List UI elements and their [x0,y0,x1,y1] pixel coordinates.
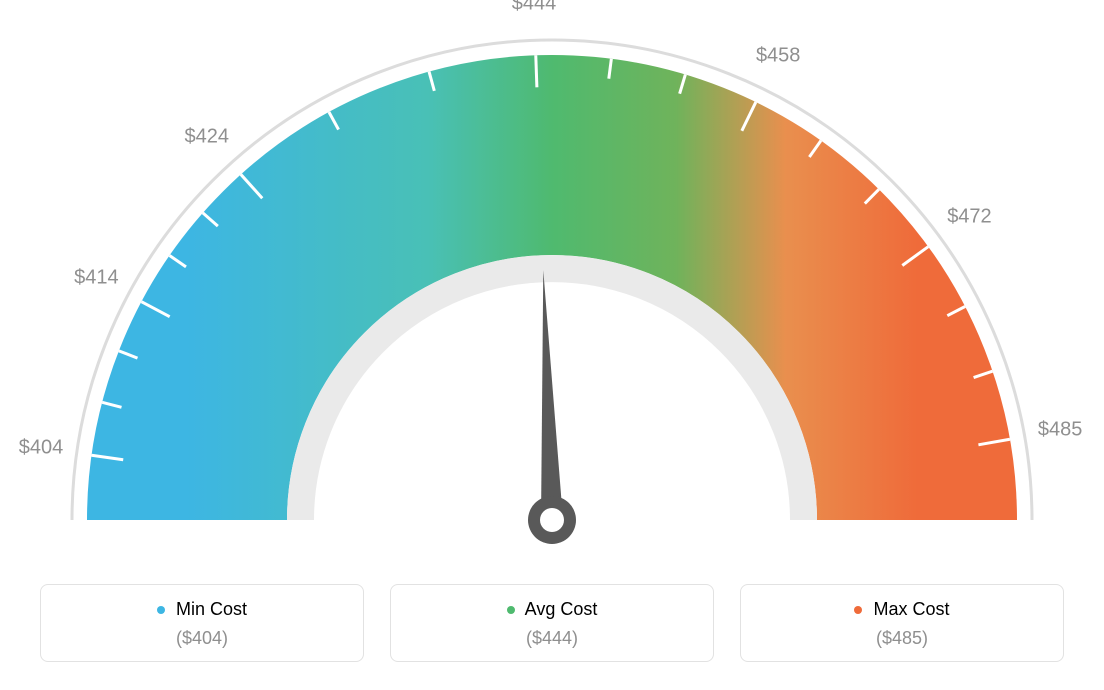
gauge-tick-label: $485 [1038,419,1083,442]
dot-icon [507,606,515,614]
gauge-tick-label: $458 [756,45,801,68]
gauge-tick-label: $414 [74,266,119,289]
gauge-svg [0,0,1104,560]
cost-gauge-chart: $404 $414 $424 $444 $458 $472 $485 Min Cost ($… [0,0,1104,690]
gauge-tick-label: $404 [19,437,64,460]
legend-title-max: Max Cost [751,599,1053,620]
legend-value-avg: ($444) [401,628,703,649]
gauge-tick-label: $444 [512,0,557,16]
legend-value-max: ($485) [751,628,1053,649]
legend-title-text: Min Cost [176,599,247,619]
legend-title-text: Avg Cost [525,599,598,619]
legend-card-min: Min Cost ($404) [40,584,364,662]
gauge-area: $404 $414 $424 $444 $458 $472 $485 [0,0,1104,560]
gauge-tick-label: $472 [947,205,992,228]
dot-icon [157,606,165,614]
dot-icon [854,606,862,614]
gauge-tick-label: $424 [184,125,229,148]
legend-title-text: Max Cost [873,599,949,619]
legend-title-avg: Avg Cost [401,599,703,620]
legend-value-min: ($404) [51,628,353,649]
legend-title-min: Min Cost [51,599,353,620]
legend-card-max: Max Cost ($485) [740,584,1064,662]
legend-row: Min Cost ($404) Avg Cost ($444) Max Cost… [40,584,1064,662]
legend-card-avg: Avg Cost ($444) [390,584,714,662]
